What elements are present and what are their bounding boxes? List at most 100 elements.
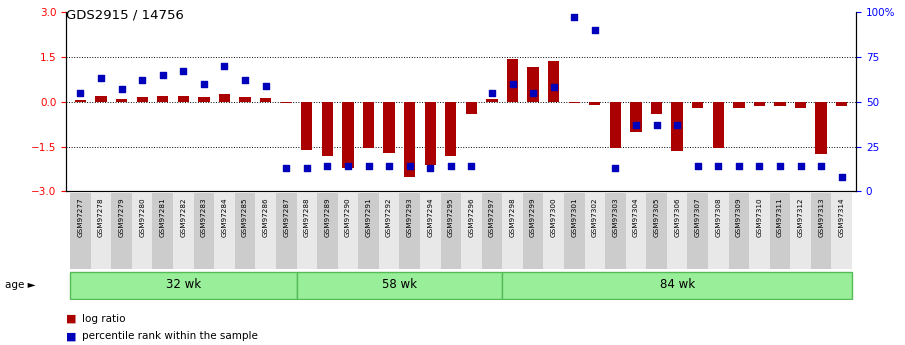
Bar xyxy=(301,102,312,150)
Point xyxy=(382,164,396,169)
Bar xyxy=(424,102,436,165)
Bar xyxy=(137,97,148,102)
Bar xyxy=(712,102,724,148)
Text: GSM97285: GSM97285 xyxy=(242,197,248,237)
Text: GSM97302: GSM97302 xyxy=(592,197,598,237)
Point xyxy=(526,90,540,96)
Point xyxy=(814,164,828,169)
Bar xyxy=(338,193,358,269)
Bar xyxy=(71,272,297,299)
Bar xyxy=(116,99,128,102)
Text: GSM97298: GSM97298 xyxy=(510,197,516,237)
Point xyxy=(505,81,519,87)
Text: GSM97281: GSM97281 xyxy=(160,197,166,237)
Text: GSM97286: GSM97286 xyxy=(262,197,269,237)
Bar xyxy=(651,102,662,114)
Bar xyxy=(815,102,827,154)
Point xyxy=(485,90,500,96)
Bar xyxy=(625,193,646,269)
Bar xyxy=(152,193,173,269)
Text: GSM97299: GSM97299 xyxy=(530,197,536,237)
Bar xyxy=(317,193,338,269)
Bar xyxy=(219,94,230,102)
Point xyxy=(403,164,417,169)
Bar xyxy=(379,193,399,269)
Point xyxy=(94,76,109,81)
Bar xyxy=(399,193,420,269)
Bar xyxy=(198,97,210,102)
Bar xyxy=(276,193,297,269)
Text: percentile rank within the sample: percentile rank within the sample xyxy=(82,332,258,341)
Point xyxy=(608,165,623,171)
Bar xyxy=(132,193,152,269)
Bar xyxy=(384,102,395,152)
Text: GSM97296: GSM97296 xyxy=(469,197,474,237)
Bar xyxy=(234,193,255,269)
Bar xyxy=(832,193,852,269)
Bar xyxy=(358,193,379,269)
Text: GSM97291: GSM97291 xyxy=(366,197,372,237)
Text: GSM97313: GSM97313 xyxy=(818,197,824,237)
Bar xyxy=(240,97,251,102)
Text: GSM97297: GSM97297 xyxy=(489,197,495,237)
Bar xyxy=(708,193,729,269)
Bar xyxy=(568,102,580,103)
Text: GSM97304: GSM97304 xyxy=(633,197,639,237)
Bar xyxy=(445,102,456,156)
Bar xyxy=(321,102,333,156)
Bar xyxy=(214,193,234,269)
Text: GSM97288: GSM97288 xyxy=(304,197,310,237)
Bar xyxy=(610,102,621,148)
Point xyxy=(773,164,787,169)
Bar xyxy=(297,272,502,299)
Bar xyxy=(770,193,790,269)
Point xyxy=(691,164,705,169)
Point xyxy=(443,164,458,169)
Text: GSM97292: GSM97292 xyxy=(386,197,392,237)
Text: GSM97300: GSM97300 xyxy=(550,197,557,237)
Text: GDS2915 / 14756: GDS2915 / 14756 xyxy=(66,9,184,22)
Bar xyxy=(754,102,765,106)
Bar xyxy=(255,193,276,269)
Bar xyxy=(194,193,214,269)
Bar xyxy=(502,272,852,299)
Text: GSM97307: GSM97307 xyxy=(695,197,700,237)
Bar xyxy=(688,193,708,269)
Text: GSM97283: GSM97283 xyxy=(201,197,207,237)
Point xyxy=(752,164,767,169)
Bar xyxy=(795,102,806,108)
Text: GSM97278: GSM97278 xyxy=(98,197,104,237)
Point xyxy=(361,164,376,169)
Bar xyxy=(605,193,625,269)
Text: GSM97305: GSM97305 xyxy=(653,197,660,237)
Text: GSM97289: GSM97289 xyxy=(324,197,330,237)
Point xyxy=(670,122,684,128)
Bar xyxy=(543,193,564,269)
Text: GSM97294: GSM97294 xyxy=(427,197,433,237)
Bar xyxy=(749,193,770,269)
Point xyxy=(587,27,602,33)
Text: GSM97277: GSM97277 xyxy=(78,197,83,237)
Point xyxy=(340,164,355,169)
Bar xyxy=(404,102,415,177)
Bar xyxy=(441,193,461,269)
Text: 84 wk: 84 wk xyxy=(660,278,695,292)
Bar xyxy=(461,193,481,269)
Text: GSM97284: GSM97284 xyxy=(222,197,227,237)
Bar xyxy=(646,193,667,269)
Bar xyxy=(90,193,111,269)
Bar xyxy=(528,67,538,102)
Text: GSM97279: GSM97279 xyxy=(119,197,125,237)
Point xyxy=(423,165,437,171)
Bar xyxy=(523,193,543,269)
Text: GSM97295: GSM97295 xyxy=(448,197,453,237)
Bar xyxy=(466,102,477,114)
Text: GSM97290: GSM97290 xyxy=(345,197,351,237)
Bar xyxy=(564,193,585,269)
Point xyxy=(279,165,293,171)
Bar xyxy=(177,96,189,102)
Bar xyxy=(342,102,354,168)
Bar xyxy=(481,193,502,269)
Point xyxy=(114,87,129,92)
Bar xyxy=(420,193,441,269)
